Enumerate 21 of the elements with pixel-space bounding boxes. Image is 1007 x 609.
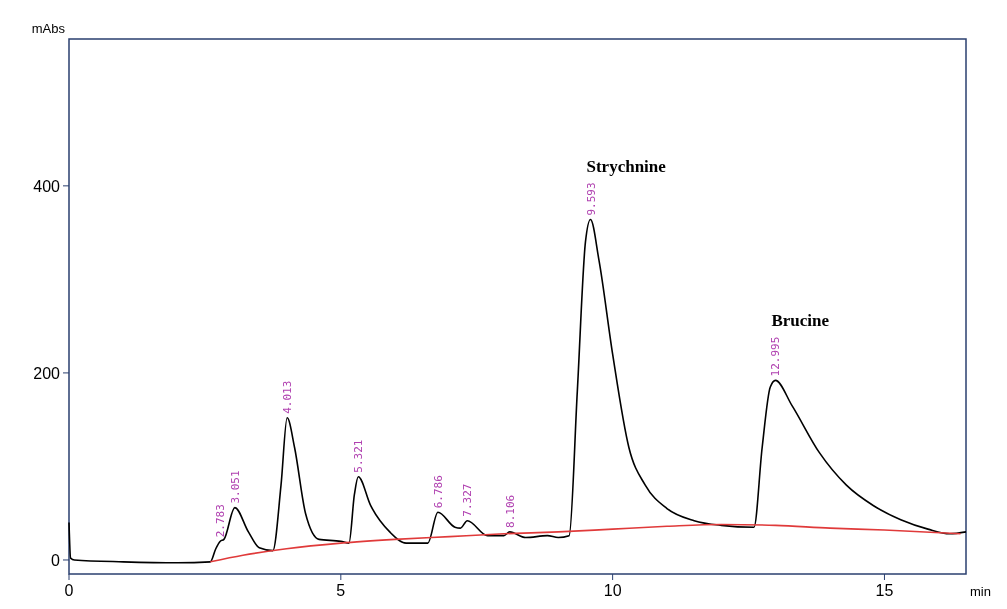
x-axis-title: min (970, 584, 991, 599)
annotation: 5.321 (352, 439, 366, 473)
annotation: Brucine (771, 311, 830, 331)
annotation: 12.995 (769, 336, 783, 377)
annotation: 7.327 (461, 483, 475, 517)
x-tick-label: 0 (64, 582, 74, 599)
annotation: 6.786 (431, 475, 445, 509)
annotation: 9.593 (584, 182, 598, 216)
x-tick-label: 15 (875, 582, 894, 599)
annotation: 2.783 (214, 504, 228, 538)
y-tick-label: 200 (33, 364, 61, 382)
y-tick-label: 400 (33, 177, 61, 195)
annotation: 4.013 (281, 380, 295, 414)
annotation: 8.106 (503, 494, 517, 528)
annotation: 3.051 (228, 470, 242, 504)
line-series (68, 218, 967, 564)
y-tick-label: 0 (51, 551, 61, 569)
x-tick-label: 10 (603, 582, 622, 599)
x-tick-label: 5 (336, 582, 346, 599)
y-axis-title: mAbs (31, 21, 66, 36)
annotation: Strychnine (586, 157, 667, 177)
